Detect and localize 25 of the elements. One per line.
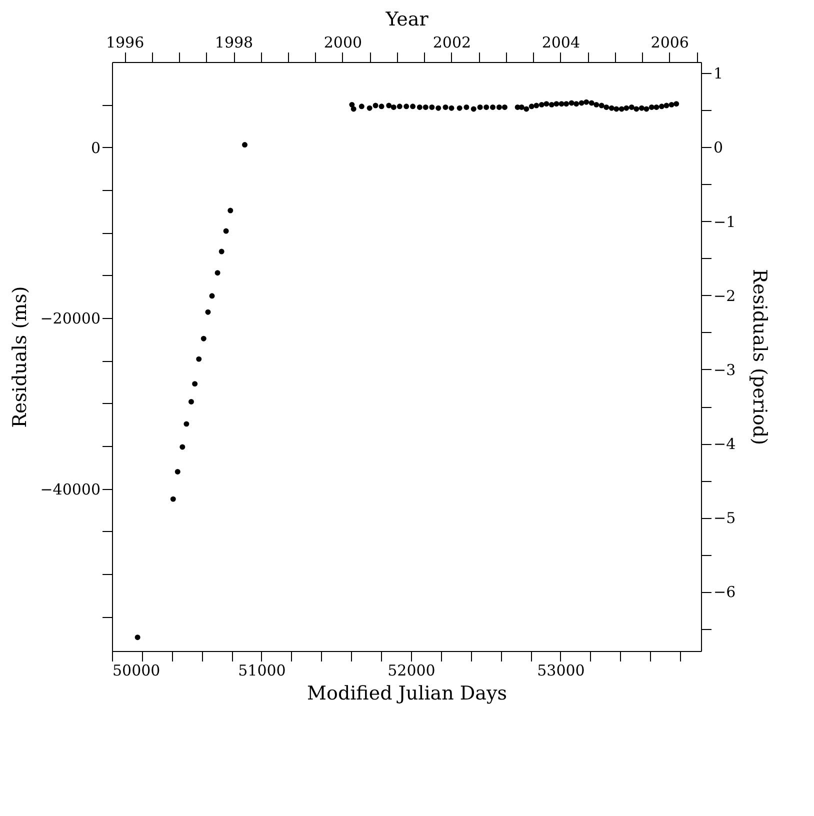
y2-tick-label: −1	[714, 212, 736, 231]
y2-tick-label: −4	[714, 435, 736, 454]
y-tick-label: 0	[90, 138, 100, 157]
x2-tick-label: 2000	[324, 34, 362, 52]
x-tick-label: 51000	[238, 662, 286, 680]
x2-tick-label: 1996	[106, 34, 144, 52]
y-tick-label: −40000	[40, 480, 100, 498]
y2-tick-label: −3	[714, 360, 736, 379]
y2-tick-label: 1	[714, 64, 724, 83]
x-tick-label: 52000	[388, 662, 436, 680]
y2-tick-label: 0	[714, 138, 724, 157]
x-tick-label: 53000	[537, 662, 585, 680]
x2-tick-label: 2002	[432, 34, 472, 52]
y2-tick-label: −5	[714, 509, 736, 528]
y2-axis-title: Residuals (period)	[748, 269, 771, 445]
y2-tick-label: −6	[714, 583, 736, 602]
y-axis-title: Residuals (ms)	[9, 286, 32, 428]
x2-tick-label: 1998	[214, 34, 254, 52]
x2-tick-label: 2006	[650, 34, 689, 52]
x-axis-title: Modified Julian Days	[307, 682, 507, 704]
y2-tick-label: −2	[714, 286, 736, 305]
x-tick-label: 50000	[112, 662, 160, 680]
y-tick-label: −20000	[40, 310, 100, 328]
x2-axis-title: Year	[384, 8, 430, 30]
x2-tick-label: 2004	[542, 34, 580, 52]
